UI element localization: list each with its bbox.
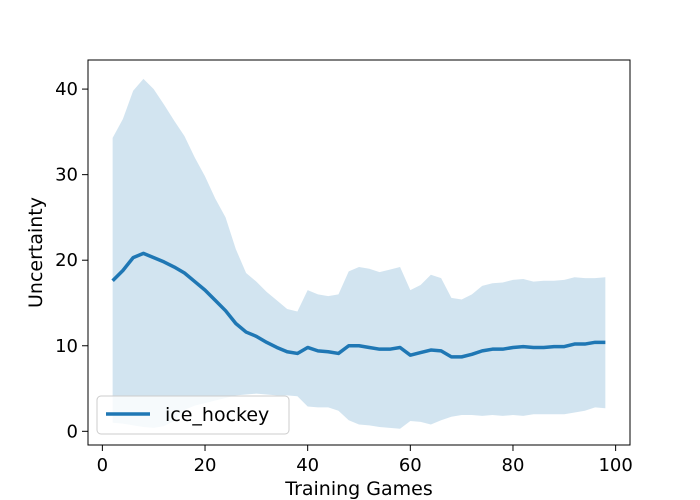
y-tick-label: 0 <box>67 421 78 442</box>
x-tick-label: 20 <box>194 455 217 476</box>
x-tick-label: 100 <box>598 455 632 476</box>
y-tick-label: 20 <box>55 250 78 271</box>
x-axis: 0 20 40 60 80 100 <box>97 445 633 476</box>
y-axis-label: Uncertainty <box>25 197 47 308</box>
x-axis-label: Training Games <box>284 478 432 500</box>
y-tick-label: 40 <box>55 79 78 100</box>
legend-frame <box>96 395 290 435</box>
axes-frame <box>87 59 631 446</box>
legend-label-ice-hockey: ice_hockey <box>165 404 269 426</box>
confidence-band-ice-hockey <box>112 78 606 429</box>
x-tick-label: 0 <box>97 455 108 476</box>
series-line-ice-hockey <box>111 251 606 359</box>
x-tick-label: 60 <box>399 455 422 476</box>
y-axis: 0 10 20 30 40 <box>55 79 88 442</box>
y-tick-label: 10 <box>55 336 78 357</box>
plot-area <box>87 59 631 446</box>
legend: ice_hockey <box>96 395 290 435</box>
x-tick-label: 40 <box>296 455 319 476</box>
x-tick-label: 80 <box>502 455 525 476</box>
y-tick-label: 30 <box>55 165 78 186</box>
